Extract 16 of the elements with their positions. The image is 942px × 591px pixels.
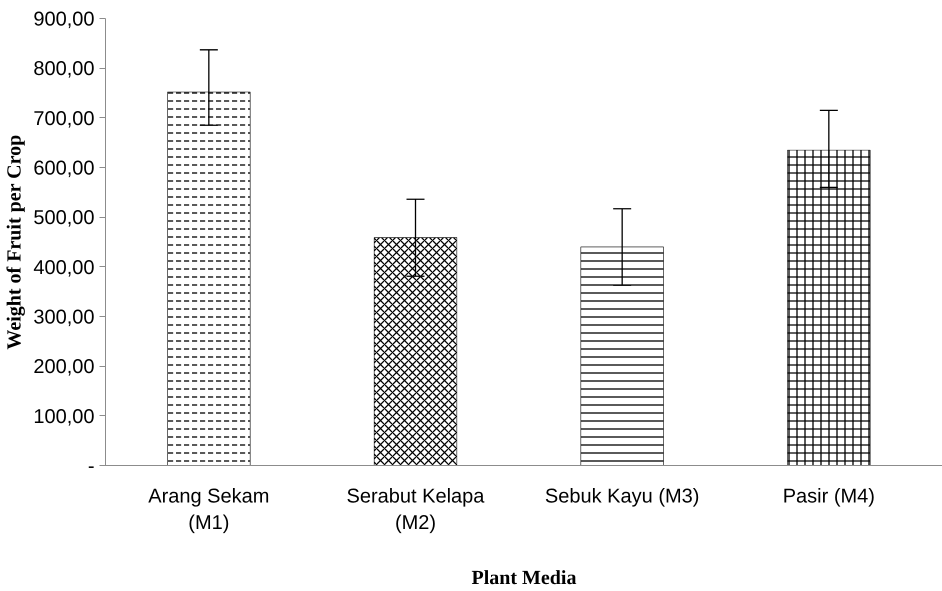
y-tick-label: 800,00 <box>33 58 94 80</box>
y-tick-label: 700,00 <box>33 108 94 130</box>
x-tick-label: Serabut Kelapa (M2) <box>346 486 486 534</box>
y-tick-label: 500,00 <box>33 207 94 230</box>
y-tick-label: 100,00 <box>33 406 94 428</box>
y-tick-label: 200,00 <box>33 356 94 378</box>
y-tick-label: 300,00 <box>33 306 94 328</box>
y-tick-label: 600,00 <box>33 158 94 180</box>
x-axis-title: Plant Media <box>472 566 577 589</box>
x-tick-label: Sebuk Kayu (M3) <box>544 486 700 508</box>
y-axis-title: Weight of Fruit per Crop <box>3 134 26 350</box>
y-tick-label: 400,00 <box>33 256 94 279</box>
x-tick-label: Arang Sekam (M1) <box>148 486 270 534</box>
y-tick-label: - <box>88 456 95 478</box>
y-tick-label: 900,00 <box>33 8 94 30</box>
x-tick-label: Pasir (M4) <box>782 486 875 508</box>
